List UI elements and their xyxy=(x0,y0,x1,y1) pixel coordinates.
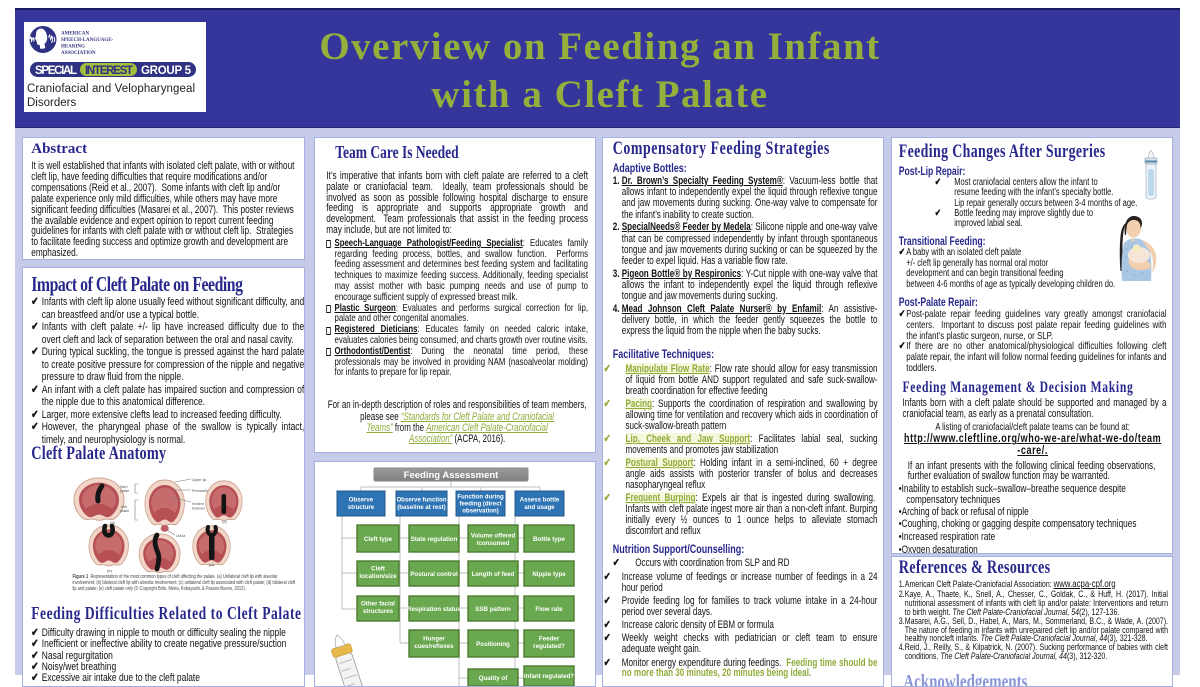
svg-text:Hunger: Hunger xyxy=(423,636,445,643)
svg-text:INTEREST: INTEREST xyxy=(85,65,133,77)
svg-text:Other facial: Other facial xyxy=(361,601,395,608)
svg-text:Respiration status: Respiration status xyxy=(407,606,462,613)
svg-text:observation): observation) xyxy=(462,508,499,515)
svg-text:palate: palate xyxy=(120,489,129,493)
svg-text:Postural control: Postural control xyxy=(410,571,458,578)
svg-text:cues/reflexes: cues/reflexes xyxy=(414,643,454,650)
svg-text:Observe function: Observe function xyxy=(396,497,446,504)
svg-text:(d): (d) xyxy=(209,562,215,567)
svg-text:Soft: Soft xyxy=(121,505,127,509)
svg-text:palate: palate xyxy=(120,509,129,513)
svg-text:Quality of: Quality of xyxy=(479,675,508,682)
svg-text:feeding (direct: feeding (direct xyxy=(460,501,502,508)
svg-text:structures: structures xyxy=(363,608,394,615)
svg-text:Incisive: Incisive xyxy=(192,502,204,506)
svg-text:Hard: Hard xyxy=(120,485,127,489)
svg-text:Function during: Function during xyxy=(457,494,504,501)
svg-text:ASSOCIATION: ASSOCIATION xyxy=(61,51,96,56)
svg-text:Length of feed: Length of feed xyxy=(472,571,515,578)
svg-text:Premaxilla: Premaxilla xyxy=(192,489,209,493)
svg-text:/consumed: /consumed xyxy=(477,540,510,547)
svg-text:Observe: Observe xyxy=(349,497,374,504)
svg-text:Infant regulated?: Infant regulated? xyxy=(524,673,574,680)
svg-text:SPEECH-LANGUAGE-: SPEECH-LANGUAGE- xyxy=(61,38,114,43)
svg-text:Disorders: Disorders xyxy=(27,97,76,109)
svg-text:location/size: location/size xyxy=(359,573,397,580)
svg-text:foramen: foramen xyxy=(192,507,205,511)
svg-text:structure: structure xyxy=(348,504,375,511)
svg-text:Cleft type: Cleft type xyxy=(364,536,393,543)
svg-text:(baseline at rest): (baseline at rest) xyxy=(397,504,445,511)
svg-text:GROUP 5: GROUP 5 xyxy=(141,65,192,77)
svg-text:Nipple type: Nipple type xyxy=(532,571,566,578)
svg-text:and usage: and usage xyxy=(524,504,555,511)
svg-text:Assess bottle: Assess bottle xyxy=(520,497,560,504)
svg-text:Flow rate: Flow rate xyxy=(535,606,563,613)
svg-text:(e): (e) xyxy=(222,519,228,524)
svg-text:Uvula: Uvula xyxy=(176,534,185,538)
svg-text:State regulation: State regulation xyxy=(411,536,458,543)
svg-text:Cleft: Cleft xyxy=(371,566,385,573)
svg-text:Volume offered: Volume offered xyxy=(471,533,516,540)
svg-text:Upper lip: Upper lip xyxy=(192,478,206,482)
svg-text:regulated?: regulated? xyxy=(533,643,565,650)
svg-text:Craniofacial and Velopharyngea: Craniofacial and Velopharyngeal xyxy=(27,83,195,95)
svg-text:Bottle type: Bottle type xyxy=(533,536,566,543)
svg-text:AMERICAN: AMERICAN xyxy=(61,32,89,37)
svg-text:SPECIAL: SPECIAL xyxy=(35,65,77,77)
svg-text:(b): (b) xyxy=(107,568,113,573)
svg-text:Feeding Assessment: Feeding Assessment xyxy=(404,470,500,481)
svg-text:HEARING: HEARING xyxy=(61,45,85,50)
svg-text:Positioning: Positioning xyxy=(476,641,510,648)
svg-text:SSB pattern: SSB pattern xyxy=(475,606,511,613)
svg-text:Feeder: Feeder xyxy=(539,636,560,643)
svg-text:(a): (a) xyxy=(110,520,116,525)
